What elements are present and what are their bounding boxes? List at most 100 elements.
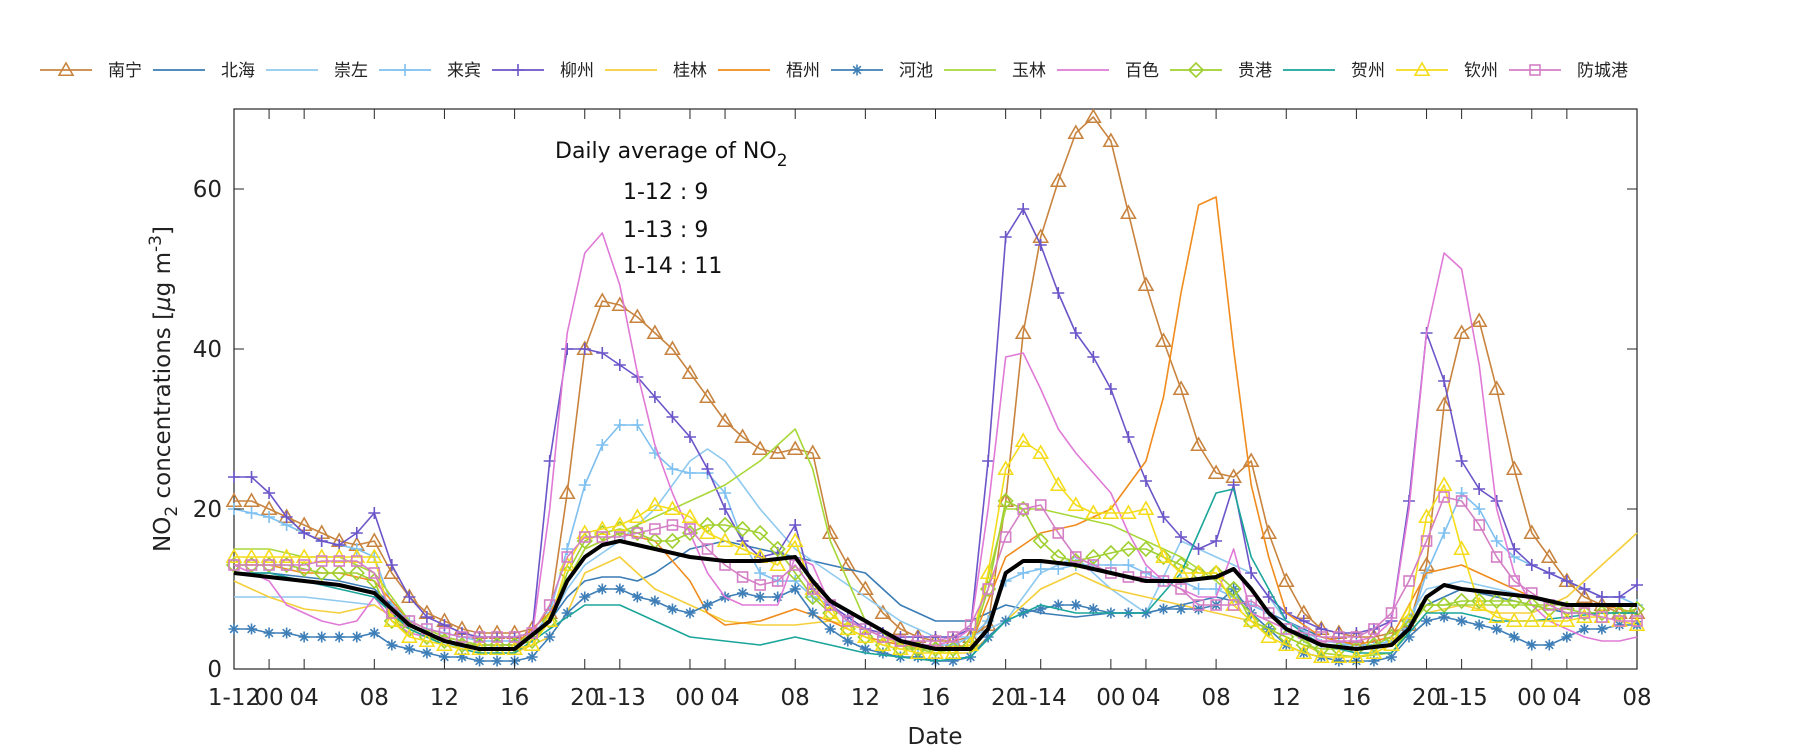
data-point xyxy=(929,635,942,647)
data-point xyxy=(1473,483,1486,495)
data-point xyxy=(999,531,1012,543)
annotation-line-1: 1-12 : 9 xyxy=(623,180,708,205)
data-point xyxy=(1631,579,1643,591)
data-point xyxy=(821,604,839,620)
data-point xyxy=(751,524,769,542)
data-point xyxy=(1505,460,1523,476)
data-point xyxy=(1084,108,1102,124)
data-point xyxy=(1192,599,1205,611)
data-point xyxy=(316,631,328,643)
data-point xyxy=(1506,592,1523,610)
legend-item: 贵港 xyxy=(1170,61,1272,81)
data-point xyxy=(523,636,541,652)
data-point xyxy=(365,548,383,564)
data-point xyxy=(1102,132,1120,148)
data-point xyxy=(1505,612,1523,628)
data-point xyxy=(1435,396,1453,412)
x-tick-label: 16 xyxy=(500,685,529,711)
data-point xyxy=(1435,596,1453,614)
data-point xyxy=(1385,607,1398,619)
data-point xyxy=(1578,607,1591,619)
data-point xyxy=(1052,287,1065,299)
data-point xyxy=(243,492,260,508)
data-point xyxy=(1420,535,1433,547)
legend-marker xyxy=(1413,61,1431,77)
data-point xyxy=(1034,499,1047,511)
data-point xyxy=(734,428,751,444)
data-point xyxy=(1175,583,1187,595)
data-point xyxy=(648,391,661,403)
data-point xyxy=(1470,596,1488,612)
data-point xyxy=(681,364,699,380)
data-point xyxy=(982,455,995,467)
data-point xyxy=(1032,532,1049,550)
data-point xyxy=(631,591,643,603)
data-point xyxy=(1438,527,1451,539)
annotation-title-main: Daily average of NO xyxy=(555,139,777,164)
data-point xyxy=(1034,563,1047,575)
data-point xyxy=(786,440,804,456)
data-point xyxy=(315,555,328,567)
series-line xyxy=(233,539,1637,651)
data-point xyxy=(1014,432,1032,448)
legend-label: 贵港 xyxy=(1238,61,1272,81)
data-point xyxy=(473,631,486,643)
data-point xyxy=(438,651,450,663)
data-point xyxy=(1122,431,1135,443)
y-label-no: NO xyxy=(150,517,176,552)
data-point xyxy=(245,507,258,519)
data-point xyxy=(769,540,786,558)
data-point xyxy=(383,612,401,628)
data-point xyxy=(596,583,608,595)
data-point xyxy=(228,471,240,483)
data-point xyxy=(418,632,436,648)
data-point xyxy=(1418,508,1435,524)
data-point xyxy=(1508,631,1520,643)
annotation-line-3: 1-14 : 11 xyxy=(623,254,722,279)
data-point xyxy=(1175,603,1187,615)
y-axis-label: NO2 concentrations [µg m-3] xyxy=(146,226,182,552)
data-point xyxy=(1525,559,1538,571)
data-point xyxy=(491,631,503,643)
data-point xyxy=(927,644,944,660)
x-tick-label: 1-15 xyxy=(1436,685,1488,711)
data-point xyxy=(1210,583,1223,595)
data-point xyxy=(333,631,345,643)
x-tick-label: 04 xyxy=(710,685,739,711)
data-point xyxy=(769,444,787,460)
data-point xyxy=(1438,375,1451,387)
data-point xyxy=(947,631,959,643)
y-tick-label: 40 xyxy=(193,337,222,363)
data-point xyxy=(1403,631,1415,643)
data-point xyxy=(719,503,732,515)
data-point xyxy=(1104,383,1117,395)
data-point xyxy=(856,628,874,644)
data-point xyxy=(456,631,468,643)
data-point xyxy=(453,640,471,656)
data-point xyxy=(1085,548,1102,566)
data-point xyxy=(982,583,994,595)
data-point xyxy=(646,496,664,512)
data-point xyxy=(1613,591,1626,603)
data-point xyxy=(1155,332,1172,348)
data-point xyxy=(982,631,994,643)
data-point xyxy=(734,520,751,538)
x-tick-label: 1-14 xyxy=(1015,685,1067,711)
data-point xyxy=(666,603,678,615)
annotation-title: Daily average of NO2 xyxy=(555,139,788,171)
legend-item: 崇左 xyxy=(266,61,368,81)
data-point xyxy=(859,643,871,655)
data-point xyxy=(313,564,330,582)
data-point xyxy=(628,508,646,524)
x-tick-label: 08 xyxy=(781,685,810,711)
data-point xyxy=(263,559,275,571)
data-point xyxy=(526,651,538,663)
legend-label: 梧州 xyxy=(786,61,820,81)
legend-label: 贺州 xyxy=(1351,61,1385,81)
legend-item: 玉林 xyxy=(944,61,1046,81)
data-point xyxy=(842,635,854,647)
legend-label: 北海 xyxy=(221,61,255,81)
legend-item: 河池 xyxy=(831,61,933,81)
data-point xyxy=(365,532,383,548)
data-point xyxy=(664,340,681,356)
